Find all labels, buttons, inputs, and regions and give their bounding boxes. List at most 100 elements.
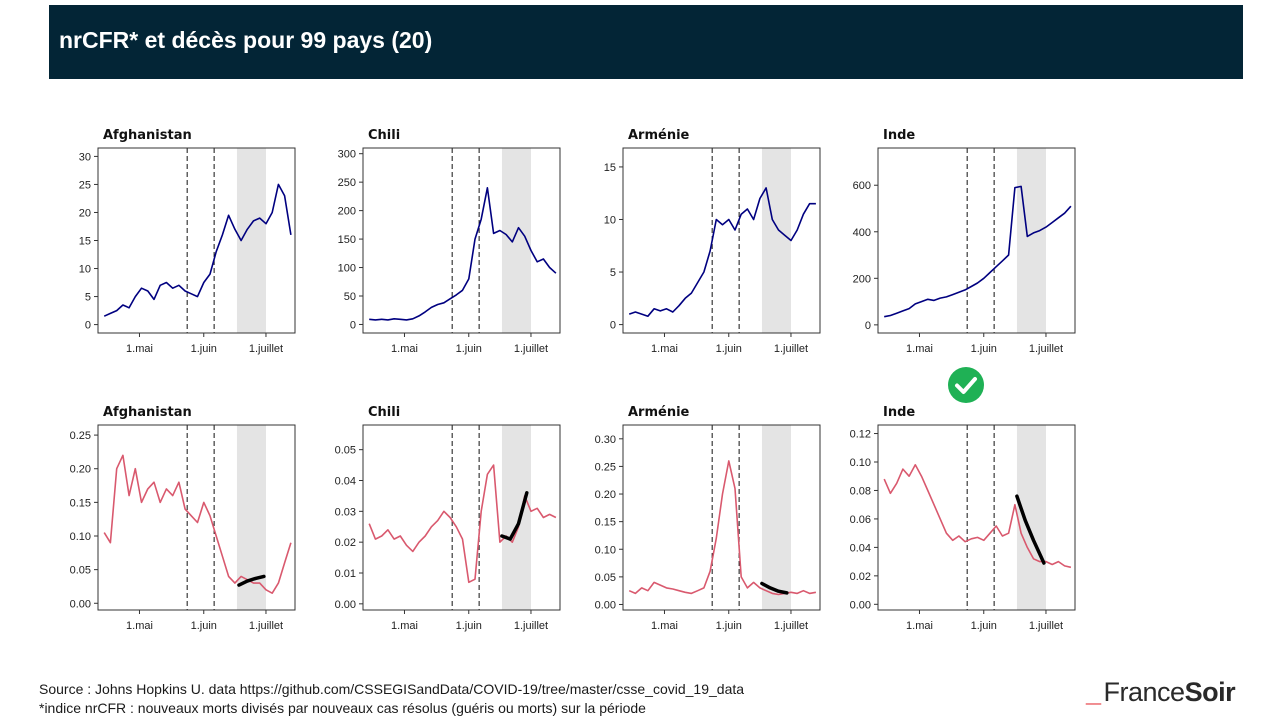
series-line: [103, 183, 292, 317]
panel-title: Inde: [883, 405, 915, 420]
y-tick-label: 250: [338, 177, 356, 189]
x-tick-label: 1.juin: [971, 343, 997, 355]
panel-title: Arménie: [628, 405, 690, 420]
brand-dash: _: [1086, 677, 1101, 707]
y-tick-label: 0.10: [595, 544, 616, 556]
panel-title: Chili: [368, 128, 400, 143]
x-tick-label: 1.juillet: [774, 620, 808, 632]
y-tick-label: 0.00: [70, 598, 91, 610]
chart-armenie-nrcfr: Arménie 0.00 0.05 0.10 0.15 0.20 0.25 0.30 1.mai…: [595, 405, 821, 632]
series-line: [884, 185, 1072, 318]
y-tick-label: 150: [338, 234, 356, 246]
plot-frame: [622, 147, 821, 334]
trend-fit-line: [500, 491, 529, 541]
y-tick-label: 0.15: [595, 517, 616, 529]
x-tick-label: 1.mai: [906, 343, 933, 355]
x-tick-label: 1.juillet: [774, 343, 808, 355]
x-tick-label: 1.juin: [456, 343, 482, 355]
x-tick-label: 1.juillet: [249, 620, 283, 632]
x-tick-label: 1.juin: [971, 620, 997, 632]
x-tick-label: 1.juillet: [249, 343, 283, 355]
x-tick-label: 1.mai: [126, 343, 153, 355]
shaded-period: [761, 148, 791, 333]
chart-chili-deaths: Chili 0 50 100 150 200 250 300 1.mai 1.juin 1.juil…: [338, 128, 561, 355]
y-tick-label: 0.10: [70, 531, 91, 543]
plot-frame: [622, 424, 821, 611]
y-tick-label: 0.25: [595, 461, 616, 473]
series-line: [628, 187, 816, 317]
check-circle-icon: [948, 367, 984, 403]
x-tick-label: 1.juin: [191, 343, 217, 355]
y-tick-label: 0.12: [850, 429, 871, 441]
shaded-period: [761, 425, 791, 610]
plot-frame: [877, 424, 1076, 611]
footer: Source : Johns Hopkins U. data https://g…: [39, 680, 744, 718]
y-tick-label: 0.05: [70, 565, 91, 577]
panel-title: Chili: [368, 405, 400, 420]
y-tick-label: 300: [338, 149, 356, 161]
x-tick-label: 1.juillet: [514, 343, 548, 355]
series-line: [103, 454, 292, 594]
chart-inde-deaths: Inde 0 200 400 600 1.mai 1.juin 1.juillet: [853, 128, 1076, 355]
plot-frame: [877, 147, 1076, 334]
y-tick-label: 0.02: [850, 571, 871, 583]
x-tick-label: 1.juin: [456, 620, 482, 632]
header-bar: nrCFR* et décès pour 99 pays (20): [49, 5, 1243, 79]
chart-afghanistan-deaths: Afghanistan 0 5 10 15 20 25 30 1.mai 1.juin 1.juil…: [79, 128, 296, 355]
y-tick-label: 200: [338, 206, 356, 218]
y-tick-label: 0.04: [850, 542, 871, 554]
y-tick-label: 15: [604, 162, 616, 174]
source-text: Source : Johns Hopkins U. data https://g…: [39, 681, 745, 697]
y-tick-label: 5: [85, 292, 91, 304]
y-tick-label: 0: [85, 320, 91, 332]
trend-fit-line: [1015, 494, 1046, 565]
y-tick-label: 0.01: [335, 568, 356, 580]
trend-fit-line: [760, 581, 789, 595]
y-tick-label: 5: [610, 267, 616, 279]
y-tick-label: 0: [610, 320, 616, 332]
x-tick-label: 1.juillet: [1029, 343, 1063, 355]
y-tick-label: 20: [79, 207, 91, 219]
y-tick-label: 30: [79, 151, 91, 163]
chart-afghanistan-nrcfr: Afghanistan 0.00 0.05 0.10 0.15 0.20 0.25 1.mai…: [70, 405, 296, 632]
shaded-period: [1016, 148, 1046, 333]
y-tick-label: 200: [853, 273, 871, 285]
series-line: [883, 464, 1072, 569]
brand-logo: _ FranceSoir: [1086, 677, 1236, 708]
brand-soir: Soir: [1184, 677, 1236, 707]
chart-armenie-deaths: Arménie 0 5 10 15 1.mai 1.juin 1.juillet: [604, 128, 821, 355]
y-tick-label: 0.04: [335, 476, 356, 488]
brand-france: France: [1103, 677, 1186, 707]
chart-inde-nrcfr: Inde 0.00 0.02 0.04 0.06 0.08 0.10 0.12 1.mai 1.j…: [850, 405, 1076, 632]
y-tick-label: 10: [604, 214, 616, 226]
y-tick-label: 0.10: [850, 457, 871, 469]
y-tick-label: 0.02: [335, 537, 356, 549]
y-tick-label: 0.20: [595, 489, 616, 501]
y-tick-label: 0.00: [595, 599, 616, 611]
page-title: nrCFR* et décès pour 99 pays (20): [59, 27, 433, 53]
y-tick-label: 25: [79, 179, 91, 191]
series-line: [369, 187, 557, 321]
y-tick-label: 0.05: [595, 572, 616, 584]
x-tick-label: 1.mai: [651, 343, 678, 355]
y-tick-label: 0.08: [850, 485, 871, 497]
y-tick-label: 0.06: [850, 514, 871, 526]
panel-title: Afghanistan: [103, 128, 192, 143]
y-tick-label: 0.20: [70, 464, 91, 476]
y-tick-label: 100: [338, 263, 356, 275]
y-tick-label: 0.05: [335, 445, 356, 457]
x-tick-label: 1.mai: [651, 620, 678, 632]
x-tick-label: 1.mai: [391, 620, 418, 632]
y-tick-label: 0.15: [70, 497, 91, 509]
footnote-text: *indice nrCFR : nouveaux morts divisés p…: [39, 700, 646, 716]
y-tick-label: 0.00: [335, 599, 356, 611]
panel-title: Arménie: [628, 128, 690, 143]
y-tick-label: 0.00: [850, 599, 871, 611]
plot-frame: [362, 424, 561, 611]
y-tick-label: 0: [865, 320, 871, 332]
x-tick-label: 1.juin: [191, 620, 217, 632]
panel-title: Afghanistan: [103, 405, 192, 420]
plot-frame: [362, 147, 561, 334]
plot-frame: [97, 424, 296, 611]
x-tick-label: 1.juillet: [514, 620, 548, 632]
